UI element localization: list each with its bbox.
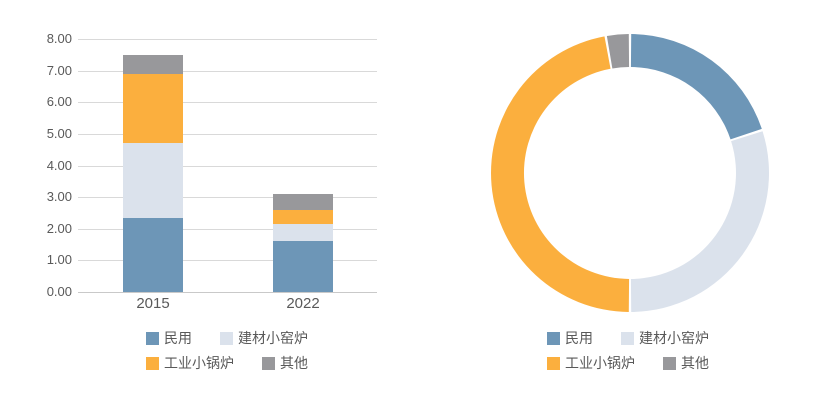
y-tick-label: 1.00 [46, 252, 72, 267]
gridline [78, 292, 377, 293]
legend-swatch-residential [146, 331, 159, 345]
bar-segment-boiler [123, 73, 183, 144]
legend-label-kiln: 建材小窑炉 [639, 330, 709, 346]
y-tick-label: 0.00 [46, 284, 72, 299]
y-tick-label: 6.00 [46, 94, 72, 109]
gridline [78, 197, 377, 198]
bar-segment-boiler [273, 209, 333, 225]
legend-label-other: 其他 [280, 355, 308, 371]
legend-row: 工业小锅炉 其他 [547, 353, 709, 373]
legend-swatch-residential [547, 331, 560, 345]
legend-item-residential: 民用 [146, 329, 192, 347]
legend-row: 民用 建材小窑炉 [547, 328, 709, 348]
legend-item-other: 其他 [663, 354, 709, 372]
bar-segment-kiln [123, 143, 183, 218]
y-axis: 0.00 1.00 2.00 3.00 4.00 5.00 6.00 7.00 8.00 [18, 31, 72, 299]
legend-row: 工业小锅炉 其他 [146, 353, 308, 373]
bar-segment-other [273, 193, 333, 210]
y-tick-label: 2.00 [46, 221, 72, 236]
bar-segment-other [123, 54, 183, 74]
y-tick-label: 8.00 [46, 31, 72, 46]
legend-item-kiln: 建材小窑炉 [220, 329, 308, 347]
category-label: 2015 [136, 295, 170, 312]
legend-swatch-kiln [621, 331, 634, 345]
legend-swatch-other [262, 356, 275, 370]
legend-label-other: 其他 [681, 355, 709, 371]
gridline [78, 260, 377, 261]
legend-item-boiler: 工业小锅炉 [146, 354, 234, 372]
donut-svg [491, 34, 770, 312]
legend-item-residential: 民用 [547, 329, 593, 347]
legend-item-kiln: 建材小窑炉 [621, 329, 709, 347]
donut-segment-residential [630, 34, 762, 140]
bar-segment-kiln [273, 224, 333, 242]
legend-item-other: 其他 [262, 354, 308, 372]
gridline [78, 102, 377, 103]
legend-label-boiler: 工业小锅炉 [164, 355, 234, 371]
bar-segment-residential [123, 217, 183, 292]
gridline [78, 134, 377, 135]
donut-segment-kiln [630, 131, 770, 312]
donut-segment-other [606, 34, 630, 69]
legend-swatch-other [663, 356, 676, 370]
legend-swatch-boiler [547, 356, 560, 370]
y-tick-label: 4.00 [46, 158, 72, 173]
category-label: 2022 [286, 295, 320, 312]
legend-swatch-kiln [220, 331, 233, 345]
donut-chart-legend: 民用 建材小窑炉 工业小锅炉 其他 [458, 328, 798, 373]
y-tick-label: 3.00 [46, 189, 72, 204]
gridline [78, 39, 377, 40]
x-axis: 2015 2022 [78, 295, 377, 315]
legend-label-residential: 民用 [164, 330, 192, 346]
legend-swatch-boiler [146, 356, 159, 370]
bar-segment-residential [273, 241, 333, 292]
gridline [78, 166, 377, 167]
gridline [78, 229, 377, 230]
legend-label-boiler: 工业小锅炉 [565, 355, 635, 371]
y-tick-label: 7.00 [46, 63, 72, 78]
legend-label-kiln: 建材小窑炉 [238, 330, 308, 346]
gridline [78, 71, 377, 72]
bar-plot-area [78, 39, 377, 293]
bar-chart-legend: 民用 建材小窑炉 工业小锅炉 其他 [57, 328, 397, 373]
legend-item-boiler: 工业小锅炉 [547, 354, 635, 372]
y-tick-label: 5.00 [46, 126, 72, 141]
legend-row: 民用 建材小窑炉 [146, 328, 308, 348]
legend-label-residential: 民用 [565, 330, 593, 346]
donut-segment-boiler [491, 36, 630, 312]
